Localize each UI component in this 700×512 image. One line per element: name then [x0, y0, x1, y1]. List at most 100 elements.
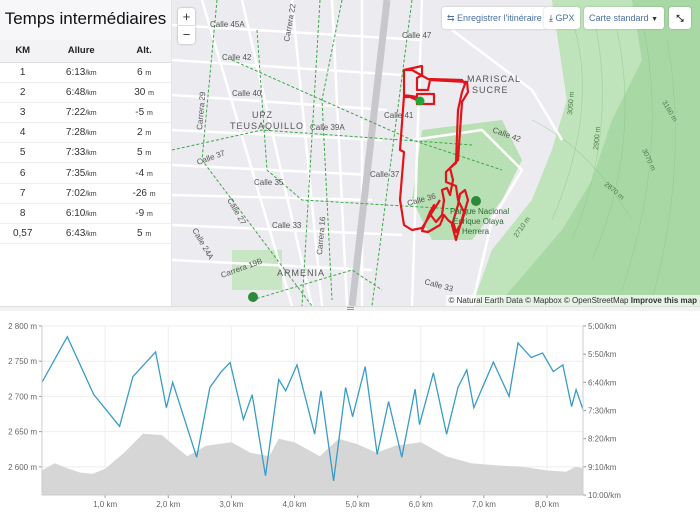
alt-value: 5 — [136, 147, 143, 159]
grip-icon — [347, 307, 354, 310]
map-label: Calle 47 — [402, 31, 432, 40]
x-tick-label: 7,0 km — [472, 500, 496, 509]
gpx-label: GPX — [555, 13, 575, 23]
y2-tick-label: 5:00/km — [588, 322, 617, 331]
park-tree-icon — [471, 196, 481, 206]
zoom-in-button[interactable]: + — [178, 8, 195, 26]
gpx-download-button[interactable]: ⤓ GPX — [544, 7, 580, 29]
map-label: Calle 40 — [232, 89, 262, 98]
col-km: KM — [0, 40, 46, 63]
fullscreen-button[interactable]: ⤡ — [669, 7, 691, 29]
alt-value: 6 — [136, 66, 143, 78]
alt-unit: m — [145, 231, 152, 239]
map-label: Carrera 29 — [195, 91, 207, 130]
split-alt: -9 m — [117, 203, 171, 225]
pace-value: 6:13 — [65, 66, 86, 78]
pace-unit: /km — [85, 150, 97, 158]
map-label: Calle 24A — [190, 227, 215, 262]
pace-unit: /km — [85, 210, 97, 218]
y2-tick-label: 8:20/km — [588, 435, 617, 444]
pace-unit: /km — [85, 231, 97, 239]
pace-value: 7:22 — [65, 106, 86, 118]
panel-resize-handle[interactable] — [0, 306, 700, 311]
pace-value: 6:10 — [65, 207, 86, 219]
route-map[interactable]: Calle 45A Carrera 22 Calle 47 Calle 42 C… — [172, 0, 700, 306]
contour-label: 3050 m — [567, 91, 576, 115]
split-pace: 6:10/km — [45, 203, 118, 225]
map-label: Calle 41 — [384, 111, 414, 120]
split-row: 6 7:35/km -4 m — [0, 162, 171, 184]
alt-unit: m — [145, 150, 152, 158]
pace-unit: /km — [85, 190, 97, 198]
pace-value: 6:48 — [65, 86, 86, 98]
alt-unit: m — [145, 69, 152, 77]
split-alt: 2 m — [117, 122, 171, 144]
y-tick-label: 2 650 m — [8, 428, 37, 437]
col-pace: Allure — [45, 40, 118, 63]
split-pace: 6:13/km — [45, 62, 118, 83]
map-label: Parque Nacional — [450, 207, 509, 216]
y2-tick-label: 6:40/km — [588, 378, 617, 387]
map-label: ARMENIA — [277, 268, 325, 278]
map-label: Calle 33 — [423, 277, 454, 293]
elevation-pace-chart[interactable]: 2 800 m 2 750 m 2 700 m 2 650 m 2 600 m 5:00/… — [0, 311, 700, 512]
y-tick-label: 2 800 m — [8, 322, 37, 331]
split-km: 3 — [0, 102, 46, 124]
y2-tick-label: 10:00/km — [588, 491, 621, 500]
alt-unit: m — [146, 210, 153, 218]
alt-unit: m — [145, 130, 152, 138]
cycle-paths — [172, 0, 503, 306]
pace-unit: /km — [85, 109, 97, 117]
split-row: 3 7:22/km -5 m — [0, 102, 171, 124]
pace-value: 7:35 — [65, 167, 86, 179]
split-km: 2 — [0, 82, 46, 103]
split-km: 6 — [0, 162, 46, 184]
x-tick-label: 4,0 km — [283, 500, 307, 509]
map-label: MARISCAL — [467, 74, 521, 84]
save-route-button[interactable]: ⇆ Enregistrer l'itinéraire — [442, 7, 547, 29]
hill-area — [472, 0, 642, 306]
park-area — [232, 250, 282, 290]
map-label: Calle 45A — [210, 20, 245, 29]
map-label: Calle 37 — [196, 148, 227, 167]
alt-value: -26 — [132, 187, 147, 199]
split-alt: 30 m — [117, 82, 171, 103]
split-km: 8 — [0, 203, 46, 225]
split-km: 7 — [0, 183, 46, 204]
alt-unit: m — [149, 190, 156, 198]
caret-down-icon: ▼ — [651, 16, 658, 23]
pace-value: 7:33 — [65, 147, 86, 159]
alt-unit: m — [148, 89, 154, 97]
split-pace: 7:33/km — [45, 142, 118, 164]
zoom-controls: + − — [178, 8, 195, 44]
map-style-select[interactable]: Carte standard ▼ — [584, 7, 664, 29]
y2-tick-label: 5:50/km — [588, 350, 617, 359]
split-alt: 5 m — [117, 142, 171, 164]
split-km: 0,57 — [0, 223, 46, 245]
split-row: 7 7:02/km -26 m — [0, 183, 171, 204]
split-pace: 7:35/km — [45, 162, 118, 184]
split-pace: 7:22/km — [45, 102, 118, 124]
x-tick-label: 2,0 km — [156, 500, 180, 509]
split-km: 1 — [0, 62, 46, 83]
park-area — [412, 120, 522, 240]
split-row: 2 6:48/km 30 m — [0, 82, 171, 103]
map-label: Calle 27 — [225, 197, 248, 227]
split-alt: 6 m — [117, 62, 171, 83]
alt-value: -5 — [135, 106, 145, 118]
start-marker[interactable] — [415, 96, 425, 106]
improve-map-link[interactable]: Improve this map — [630, 296, 697, 305]
split-alt: -26 m — [117, 183, 171, 204]
x-tick-label: 8,0 km — [535, 500, 559, 509]
map-attribution: © Natural Earth Data © Mapbox © OpenStre… — [445, 295, 700, 306]
map-canvas[interactable]: Calle 45A Carrera 22 Calle 47 Calle 42 C… — [172, 0, 700, 306]
y-tick-label: 2 700 m — [8, 392, 37, 401]
map-label: Calle 35 — [254, 178, 284, 187]
alt-value: 30 — [134, 86, 146, 98]
pace-unit: /km — [85, 130, 97, 138]
split-row: 0,57 6:43/km 5 m — [0, 223, 171, 245]
map-label: Calle 33 — [272, 221, 302, 230]
pace-value: 7:28 — [65, 127, 86, 139]
zoom-out-button[interactable]: − — [182, 27, 191, 42]
